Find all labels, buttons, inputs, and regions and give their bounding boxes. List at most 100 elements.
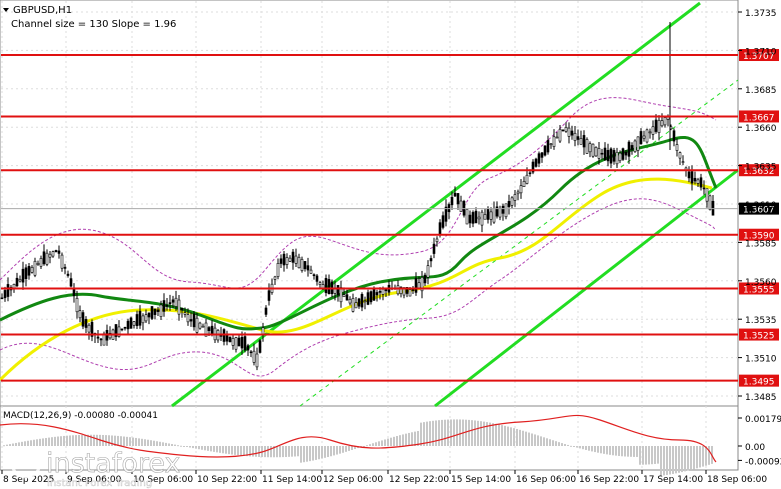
candle-body <box>579 138 583 145</box>
macd-histogram-bar <box>378 441 380 446</box>
macd-histogram-bar <box>159 441 161 446</box>
candle-body <box>324 278 328 294</box>
macd-histogram-bar <box>171 444 173 446</box>
candle-body <box>618 152 622 162</box>
macd-histogram-bar <box>297 446 299 457</box>
macd-histogram-bar <box>570 445 572 447</box>
candle-body <box>342 294 346 298</box>
candle-body <box>696 179 700 184</box>
bollinger-upper <box>0 97 717 289</box>
macd-histogram-bar <box>276 446 278 458</box>
main-plot-frame <box>0 0 739 407</box>
macd-histogram-bar <box>684 446 686 472</box>
candle-body <box>60 254 64 269</box>
candle-body <box>141 315 145 324</box>
macd-histogram-bar <box>162 442 164 446</box>
macd-histogram-bar <box>174 444 176 446</box>
candle-body <box>3 290 7 299</box>
macd-histogram-bar <box>225 446 227 454</box>
candle-body <box>498 208 502 218</box>
macd-histogram-bar <box>444 419 446 446</box>
macd-histogram-bar <box>642 446 644 465</box>
candle-body <box>279 258 283 264</box>
candle-body <box>576 136 580 140</box>
candle-body <box>147 312 151 318</box>
candle-body <box>174 297 178 307</box>
macd-histogram-bar <box>249 446 251 457</box>
candle-body <box>150 306 154 319</box>
candle-body <box>381 289 385 295</box>
macd-histogram-bar <box>627 446 629 457</box>
macd-histogram-bar <box>606 446 608 455</box>
candle-body <box>693 177 697 182</box>
candle-body <box>639 131 643 145</box>
macd-histogram-bar <box>321 446 323 459</box>
macd-histogram-bar <box>342 446 344 453</box>
macd-histogram-bar <box>309 446 311 462</box>
candle-body <box>195 317 199 333</box>
macd-histogram-bar <box>90 434 92 446</box>
candle-body <box>534 158 538 167</box>
candle-body <box>369 291 373 303</box>
candle-body <box>204 322 208 337</box>
macd-histogram-bar <box>402 434 404 446</box>
macd-histogram-bar <box>117 435 119 446</box>
macd-histogram-bar <box>636 446 638 457</box>
price-tick-label: 1.3735 <box>745 9 777 19</box>
candle-body <box>114 324 118 337</box>
candles <box>0 22 715 371</box>
candle-body <box>294 255 298 264</box>
level-price-label: 1.3495 <box>743 378 775 388</box>
candle-body <box>594 146 598 157</box>
macd-histogram-bar <box>531 433 533 446</box>
level-price-tag <box>739 164 779 177</box>
macd-histogram-bar <box>708 446 710 465</box>
candle-body <box>273 276 277 280</box>
macd-tick-label: -0.00092 <box>745 457 781 467</box>
macd-histogram-bar <box>612 446 614 456</box>
macd-histogram-bar <box>126 436 128 446</box>
macd-histogram-bar <box>492 423 494 446</box>
candle-body <box>528 172 532 175</box>
macd-histogram-bar <box>381 440 383 446</box>
macd-histogram-bar <box>132 437 134 446</box>
candle-body <box>138 310 142 326</box>
macd-histogram-bar <box>258 446 260 457</box>
macd-histogram-bar <box>213 446 215 452</box>
current-price-tag <box>739 202 779 215</box>
macd-histogram-bar <box>603 446 605 454</box>
macd-histogram-bar <box>87 434 89 446</box>
candle-body <box>573 132 577 141</box>
macd-histogram-bar <box>93 434 95 446</box>
macd-histogram-bar <box>588 446 590 451</box>
macd-histogram-bar <box>459 419 461 446</box>
macd-histogram-bar <box>36 439 38 446</box>
candle-body <box>513 194 517 201</box>
instaforex-logo: instaforex Instant Forex Trading <box>10 447 181 489</box>
candle-body <box>192 313 196 328</box>
macd-histogram-bar <box>183 446 185 447</box>
candle-body <box>51 251 55 257</box>
macd-histogram-bar <box>393 436 395 446</box>
price-tick-label: 1.3660 <box>745 124 777 134</box>
dropdown-arrow-icon[interactable] <box>3 8 9 12</box>
candle-body <box>168 302 172 305</box>
candle-body <box>399 286 403 295</box>
macd-histogram-bar <box>375 442 377 446</box>
macd-histogram-bar <box>273 446 275 458</box>
candle-body <box>156 309 160 312</box>
time-tick-label: 15 Sep 14:00 <box>451 475 511 485</box>
candle-body <box>453 192 457 197</box>
time-tick-label: 16 Sep 06:00 <box>516 475 576 485</box>
macd-histogram-bar <box>255 446 257 457</box>
macd-histogram-bar <box>51 437 53 446</box>
macd-histogram-bar <box>618 446 620 456</box>
candle-body <box>306 265 310 271</box>
candle-body <box>450 197 454 206</box>
candle-body <box>480 211 484 226</box>
macd-histogram-bar <box>594 446 596 453</box>
candle-body <box>537 153 541 164</box>
macd-histogram-bar <box>486 422 488 446</box>
candle-body <box>309 269 313 274</box>
